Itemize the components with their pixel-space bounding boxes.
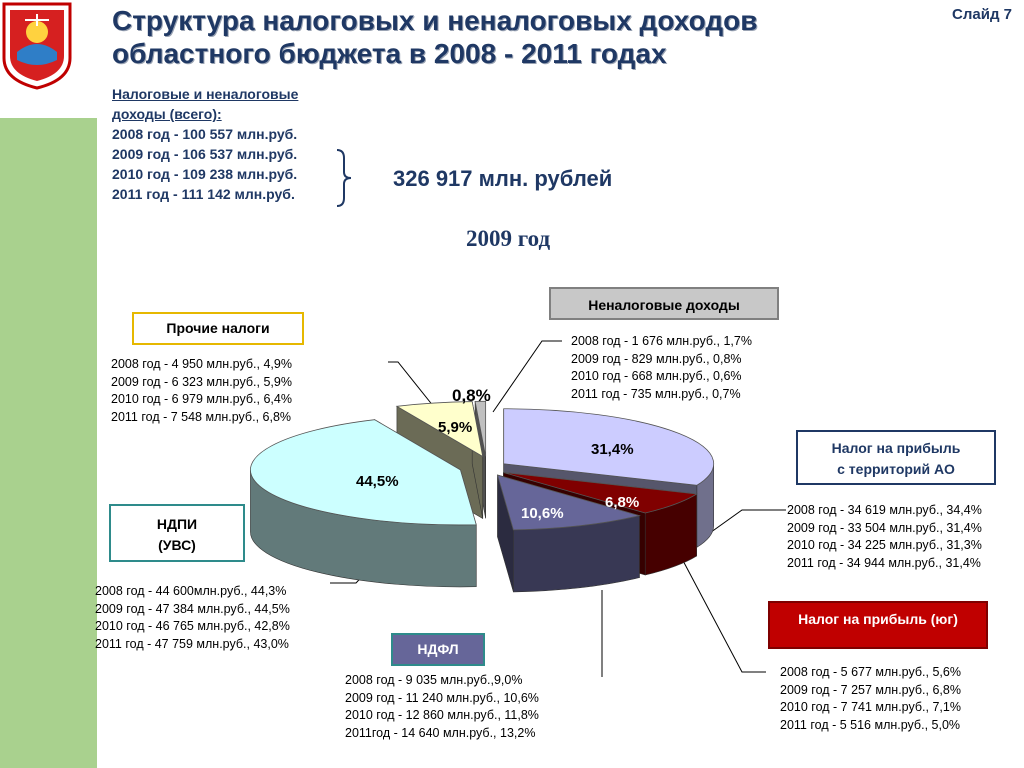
total-sum: 326 917 млн. рублей bbox=[393, 166, 613, 191]
slice-label-ndfl: 10,6% bbox=[521, 505, 564, 522]
stats-line: 2011 год - 735 млн.руб., 0,7% bbox=[571, 386, 741, 401]
profit-ao-name-1: Налог на прибыль bbox=[831, 440, 961, 456]
stats-ndfl: 2008 год - 9 035 млн.руб.,9,0% 2009 год … bbox=[345, 672, 539, 742]
stats-line: 2011 год - 34 944 млн.руб., 31,4% bbox=[787, 555, 981, 570]
leader-line-other_taxes bbox=[388, 361, 439, 413]
slice-label-other-taxes: 5,9% bbox=[438, 419, 473, 436]
stats-other-taxes: 2008 год - 4 950 млн.руб., 4,9% 2009 год… bbox=[111, 356, 292, 426]
stats-line: 2010 год - 46 765 млн.руб., 42,8% bbox=[95, 619, 290, 634]
stats-line: 2010 год - 668 млн.руб., 0,6% bbox=[571, 369, 742, 384]
slice-ndfl bbox=[496, 474, 641, 531]
leader-lines bbox=[330, 340, 786, 677]
brace-icon bbox=[336, 149, 352, 207]
category-box-profit-south: Налог на прибыль (юг) bbox=[768, 601, 988, 649]
stats-profit-ao: 2008 год - 34 619 млн.руб., 34,4% 2009 г… bbox=[787, 502, 982, 572]
stats-line: 2008 год - 1 676 млн.руб., 1,7% bbox=[571, 334, 752, 348]
stats-line: 2009 год - 11 240 млн.руб., 10,6% bbox=[345, 690, 539, 705]
stats-line: 2010 год - 7 741 млн.руб., 7,1% bbox=[780, 700, 961, 715]
stats-line: 2010 год - 34 225 млн.руб., 31,3% bbox=[787, 538, 982, 553]
stats-ndpi: 2008 год - 44 600млн.руб., 44,3% 2009 го… bbox=[95, 583, 290, 653]
totals-line: 2011 год - 111 142 млн.руб. bbox=[112, 186, 295, 202]
totals-heading-2: доходы (всего): bbox=[112, 106, 222, 122]
stats-line: 2009 год - 7 257 млн.руб., 6,8% bbox=[780, 682, 961, 697]
slide-title: Структура налоговых и неналоговых доходо… bbox=[112, 4, 872, 70]
slice-label-ndpi: 44,5% bbox=[356, 473, 399, 490]
stats-line: 2009 год - 47 384 млн.руб., 44,5% bbox=[95, 601, 290, 616]
stats-non-tax: 2008 год - 1 676 млн.руб., 1,7% 2009 год… bbox=[571, 333, 752, 403]
profit-ao-name-2: с территорий АО bbox=[837, 461, 955, 477]
stats-line: 2008 год - 44 600млн.руб., 44,3% bbox=[95, 584, 287, 598]
slice-profit_ao bbox=[503, 408, 715, 486]
totals-line: 2008 год - 100 557 млн.руб. bbox=[112, 126, 298, 142]
stats-line: 2010 год - 6 979 млн.руб., 6,4% bbox=[111, 392, 292, 407]
title-line-1: Структура налоговых и неналоговых доходо… bbox=[112, 5, 758, 36]
totals-line: 2009 год - 106 537 млн.руб. bbox=[112, 146, 298, 162]
category-box-ndpi: НДПИ (УВС) bbox=[109, 504, 245, 562]
slice-profit_south bbox=[503, 472, 698, 514]
slice-other_taxes bbox=[395, 401, 484, 458]
stats-line: 2008 год - 4 950 млн.руб., 4,9% bbox=[111, 357, 292, 371]
slice-ndpi bbox=[250, 419, 477, 526]
slice-label-profit-ao: 31,4% bbox=[591, 441, 634, 458]
leader-line-profit_south bbox=[679, 554, 766, 673]
totals-heading-1: Налоговые и неналоговые bbox=[112, 86, 299, 102]
stats-line: 2011год - 14 640 млн.руб., 13,2% bbox=[345, 725, 536, 740]
stats-profit-south: 2008 год - 5 677 млн.руб., 5,6% 2009 год… bbox=[780, 664, 961, 734]
stats-line: 2008 год - 34 619 млн.руб., 34,4% bbox=[787, 503, 982, 517]
coat-of-arms-icon bbox=[2, 2, 72, 90]
category-box-profit-ao: Налог на прибыль с территорий АО bbox=[796, 430, 996, 485]
slice-label-non-tax: 0,8% bbox=[452, 386, 491, 405]
leader-line-non_tax bbox=[492, 340, 562, 413]
stats-line: 2009 год - 33 504 млн.руб., 31,4% bbox=[787, 520, 982, 535]
category-box-ndfl: НДФЛ bbox=[391, 633, 485, 666]
stats-line: 2008 год - 9 035 млн.руб.,9,0% bbox=[345, 673, 523, 687]
pie-slices bbox=[250, 400, 715, 593]
stats-line: 2009 год - 6 323 млн.руб., 5,9% bbox=[111, 374, 292, 389]
category-box-non-tax: Неналоговые доходы bbox=[549, 287, 779, 320]
category-box-other-taxes: Прочие налоги bbox=[132, 312, 304, 345]
decorative-green-band bbox=[0, 75, 97, 768]
stats-line: 2011 год - 5 516 млн.руб., 5,0% bbox=[780, 717, 961, 732]
totals-block: Налоговые и неналоговые доходы (всего): … bbox=[112, 84, 298, 204]
slice-label-profit-south: 6,8% bbox=[605, 494, 640, 511]
stats-line: 2008 год - 5 677 млн.руб., 5,6% bbox=[780, 665, 961, 679]
stats-line: 2011 год - 47 759 млн.руб., 43,0% bbox=[95, 636, 289, 651]
ndpi-name-1: НДПИ bbox=[156, 516, 198, 532]
slide-number: Слайд 7 bbox=[952, 6, 1012, 23]
stats-line: 2009 год - 829 млн.руб., 0,8% bbox=[571, 351, 742, 366]
stats-line: 2010 год - 12 860 млн.руб., 11,8% bbox=[345, 708, 539, 723]
chart-title: 2009 год bbox=[466, 226, 551, 251]
ndpi-name-2: (УВС) bbox=[158, 537, 196, 553]
slice-non_tax bbox=[474, 400, 487, 457]
stats-line: 2011 год - 7 548 млн.руб., 6,8% bbox=[111, 409, 292, 424]
leader-line-profit_ao bbox=[699, 509, 786, 541]
title-line-2: областного бюджета в 2008 - 2011 годах bbox=[112, 38, 667, 69]
totals-line: 2010 год - 109 238 млн.руб. bbox=[112, 166, 298, 182]
